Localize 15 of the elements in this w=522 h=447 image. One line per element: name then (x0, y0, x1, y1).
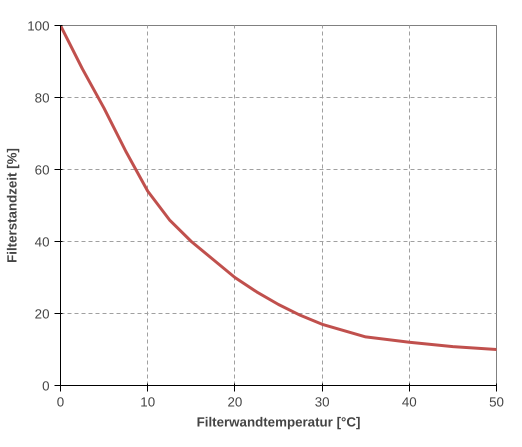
y-tick-label: 20 (34, 306, 50, 322)
y-tick-label: 40 (34, 234, 50, 250)
x-tick-label: 20 (227, 394, 242, 410)
y-tick-label: 60 (34, 162, 50, 178)
x-tick-label: 50 (489, 394, 504, 410)
x-tick-label: 0 (56, 394, 64, 410)
x-tick-label: 40 (402, 394, 417, 410)
x-tick-label: 30 (314, 394, 330, 410)
line-series (60, 26, 496, 351)
y-tick-label: 80 (34, 90, 50, 106)
y-axis-title: Filterstandzeit [%] (4, 148, 20, 263)
x-tick-label: 10 (140, 394, 156, 410)
x-axis-title: Filterwandtemperatur [°C] (196, 414, 360, 430)
y-tick-label: 100 (27, 18, 50, 34)
y-tick-label: 0 (42, 378, 50, 394)
